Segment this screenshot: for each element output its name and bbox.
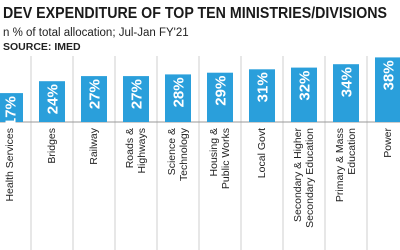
x-tick-label: Secondary & Higher Secondary Education bbox=[292, 128, 316, 228]
value-label: 28% bbox=[171, 77, 188, 107]
chart-subtitle: n % of total allocation; Jul-Jan FY'21 bbox=[3, 27, 189, 39]
chart-source: SOURCE: IMED bbox=[3, 41, 81, 53]
x-tick-label: Power bbox=[382, 128, 394, 158]
value-label: 29% bbox=[213, 76, 230, 106]
bar bbox=[123, 76, 149, 122]
value-label: 27% bbox=[129, 79, 146, 109]
x-tick-label: Primary & Mass Education bbox=[334, 128, 358, 203]
x-tick-label: Housing & Public Works bbox=[208, 128, 232, 190]
x-tick-label: Science & Technology bbox=[166, 128, 190, 182]
bar bbox=[207, 72, 233, 122]
bar bbox=[249, 69, 275, 122]
x-tick-label: Roads & Highways bbox=[124, 128, 148, 174]
bar bbox=[291, 67, 317, 122]
value-label: 27% bbox=[87, 79, 104, 109]
bar bbox=[81, 76, 107, 122]
chart-title: DEV EXPENDITURE OF TOP TEN MINISTRIES/DI… bbox=[3, 5, 387, 22]
x-tick-label: Health Services bbox=[4, 128, 16, 202]
value-label: 24% bbox=[45, 84, 62, 114]
value-label: 31% bbox=[255, 72, 272, 102]
bar bbox=[333, 64, 359, 122]
x-tick-label: Railway bbox=[88, 128, 100, 165]
x-tick-label: Local Govt bbox=[256, 128, 268, 179]
bar bbox=[375, 57, 400, 122]
bar bbox=[165, 74, 191, 122]
bar bbox=[39, 81, 65, 122]
value-label: 17% bbox=[3, 96, 20, 126]
value-label: 38% bbox=[381, 60, 398, 90]
x-tick-label: Bridges bbox=[46, 128, 58, 164]
value-label: 32% bbox=[297, 71, 314, 101]
value-label: 34% bbox=[339, 67, 356, 97]
bar bbox=[0, 93, 23, 122]
